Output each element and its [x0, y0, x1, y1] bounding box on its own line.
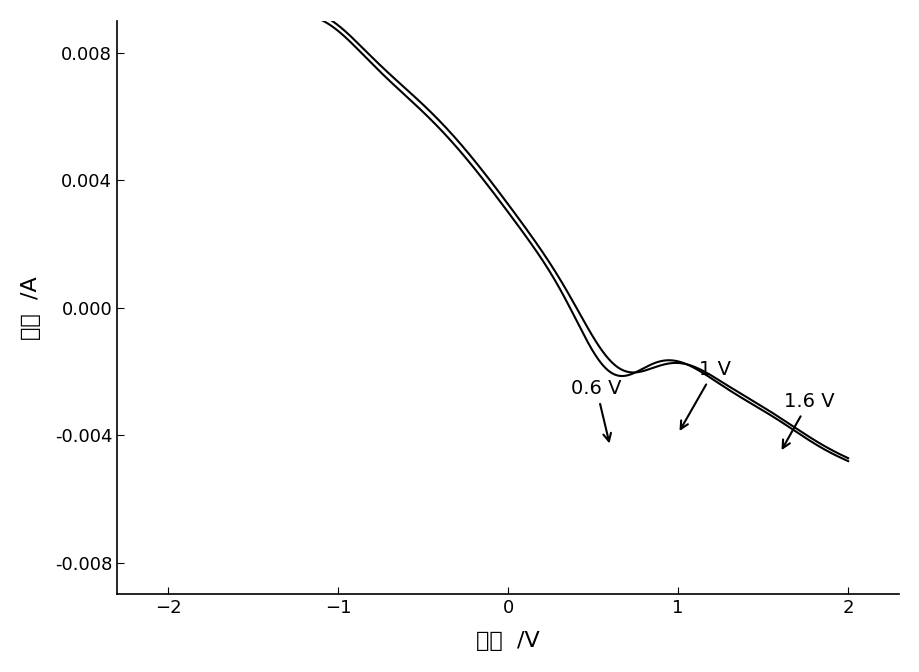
Y-axis label: 电流  /A: 电流 /A [21, 276, 40, 339]
Text: 1.6 V: 1.6 V [782, 392, 834, 448]
X-axis label: 电压  /V: 电压 /V [476, 631, 539, 651]
Text: 1 V: 1 V [680, 360, 730, 429]
Text: 0.6 V: 0.6 V [571, 380, 621, 442]
